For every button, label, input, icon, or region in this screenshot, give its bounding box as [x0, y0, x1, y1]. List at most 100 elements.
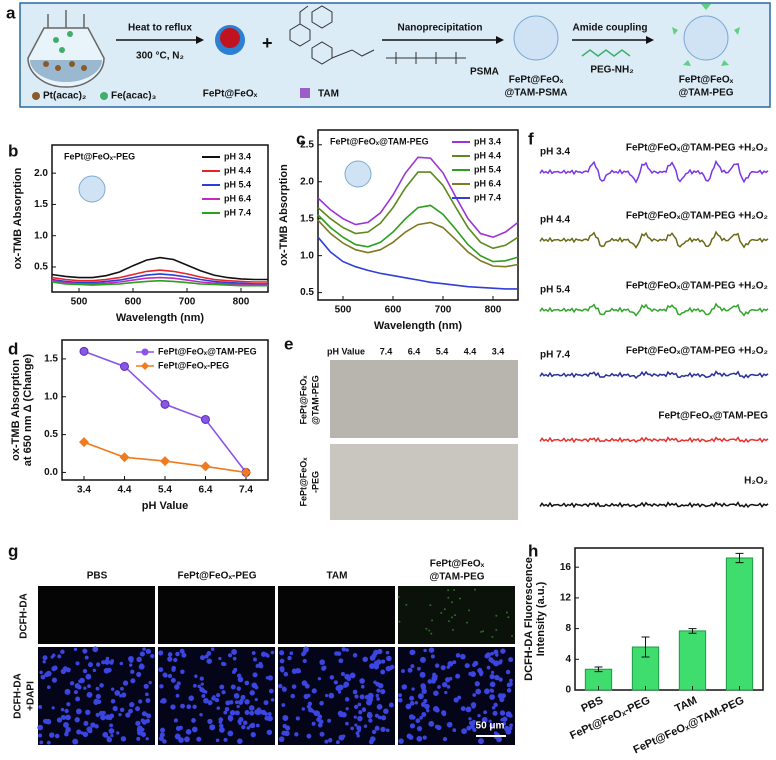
- nucleus: [353, 715, 357, 719]
- nucleus: [376, 697, 380, 701]
- nucleus: [229, 710, 236, 716]
- nucleus: [349, 672, 356, 679]
- nucleus: [345, 648, 349, 652]
- green-signal: [431, 619, 434, 622]
- nucleus: [57, 654, 62, 659]
- nucleus: [337, 684, 344, 691]
- nucleus: [357, 715, 363, 722]
- nucleus: [159, 684, 164, 689]
- nucleus: [119, 694, 123, 698]
- nucleus: [474, 681, 480, 687]
- nucleus: [343, 684, 347, 688]
- row-label: +DAPI: [26, 681, 37, 711]
- nucleus: [210, 647, 215, 651]
- row-label: DCFH-DA: [19, 593, 30, 639]
- nucleus: [216, 692, 221, 698]
- nucleus: [423, 648, 427, 653]
- trace-label: H₂O₂: [744, 476, 768, 487]
- x-tick-label: 6.4: [199, 485, 213, 496]
- nucleus: [37, 724, 43, 731]
- product-particle: [683, 15, 729, 61]
- nucleus: [421, 688, 427, 695]
- nucleus: [237, 738, 243, 744]
- nucleus: [145, 698, 151, 703]
- nucleus: [264, 715, 270, 721]
- nucleus: [457, 695, 462, 700]
- plot-frame: [574, 547, 764, 691]
- marker: [200, 461, 211, 472]
- nucleus: [106, 737, 112, 743]
- nucleus: [170, 677, 176, 683]
- nucleus: [383, 708, 389, 715]
- nucleus: [264, 652, 269, 657]
- green-signal: [447, 620, 450, 623]
- polymer-sketch: [386, 52, 466, 64]
- nucleus: [448, 676, 453, 681]
- drug-particle: [513, 15, 559, 61]
- nucleus: [87, 662, 94, 668]
- x-tick-label: 7.4: [239, 485, 253, 496]
- nucleus: [249, 710, 255, 716]
- particle-icon: [78, 175, 106, 203]
- green-signal: [447, 589, 450, 592]
- ph-label: pH 4.4: [540, 215, 570, 226]
- nucleus: [433, 690, 439, 696]
- nucleus: [145, 692, 149, 697]
- nucleus: [215, 738, 220, 743]
- nucleus: [308, 707, 314, 713]
- marker: [79, 346, 89, 356]
- nucleus: [279, 650, 285, 656]
- nucleus: [139, 651, 145, 657]
- chart: 0.5 1.0 1.5 2.0 ox-TMB Absorption Wavelength …: [12, 144, 269, 324]
- nucleus: [218, 720, 223, 724]
- nucleus: [118, 712, 122, 717]
- nucleus: [362, 656, 368, 663]
- nucleus: [416, 666, 421, 671]
- nucleus: [228, 700, 234, 705]
- nucleus: [424, 703, 430, 710]
- nucleus: [283, 671, 289, 677]
- nucleus: [92, 668, 97, 672]
- panel-label: a: [6, 3, 16, 22]
- nucleus: [455, 673, 461, 679]
- nucleus: [139, 663, 144, 668]
- nucleus: [319, 731, 325, 737]
- photo: [330, 444, 518, 520]
- ph-label: pH 3.4: [540, 147, 570, 158]
- nucleus: [317, 677, 322, 681]
- ph-value: 5.4: [436, 346, 449, 356]
- nucleus: [130, 678, 136, 684]
- nucleus: [279, 658, 285, 664]
- nucleus: [301, 707, 306, 711]
- nucleus: [377, 648, 383, 655]
- nucleus: [39, 670, 43, 675]
- nucleus: [335, 740, 340, 745]
- legend-label: pH 4.4: [224, 165, 251, 175]
- nucleus: [278, 736, 285, 743]
- nucleus: [207, 700, 213, 706]
- chart: 0 4 8 12 16 DCFH-DA Fluorescence Intensity (a.…: [523, 547, 764, 756]
- nucleus: [104, 659, 110, 665]
- nucleus: [173, 718, 178, 723]
- nucleus: [42, 719, 48, 724]
- nucleus: [508, 657, 514, 663]
- nucleus: [170, 704, 176, 710]
- column-header: FePt@FeOₓ: [430, 559, 485, 570]
- green-signal: [450, 616, 453, 619]
- intermediate-label: @TAM-PSMA: [505, 88, 568, 99]
- nucleus: [401, 684, 408, 690]
- nucleus: [128, 708, 133, 714]
- nucleus: [385, 665, 392, 672]
- nucleus: [146, 713, 152, 719]
- nucleus: [175, 651, 180, 657]
- nucleus: [238, 716, 244, 723]
- nucleus: [401, 669, 405, 673]
- nucleus: [416, 726, 423, 732]
- nucleus: [363, 724, 368, 728]
- arrowhead: [496, 36, 504, 44]
- x-tick-label: 700: [435, 305, 452, 316]
- x-tick-label: 600: [125, 297, 142, 308]
- nucleus: [160, 727, 166, 733]
- nucleus: [121, 692, 127, 698]
- nucleus: [447, 660, 454, 667]
